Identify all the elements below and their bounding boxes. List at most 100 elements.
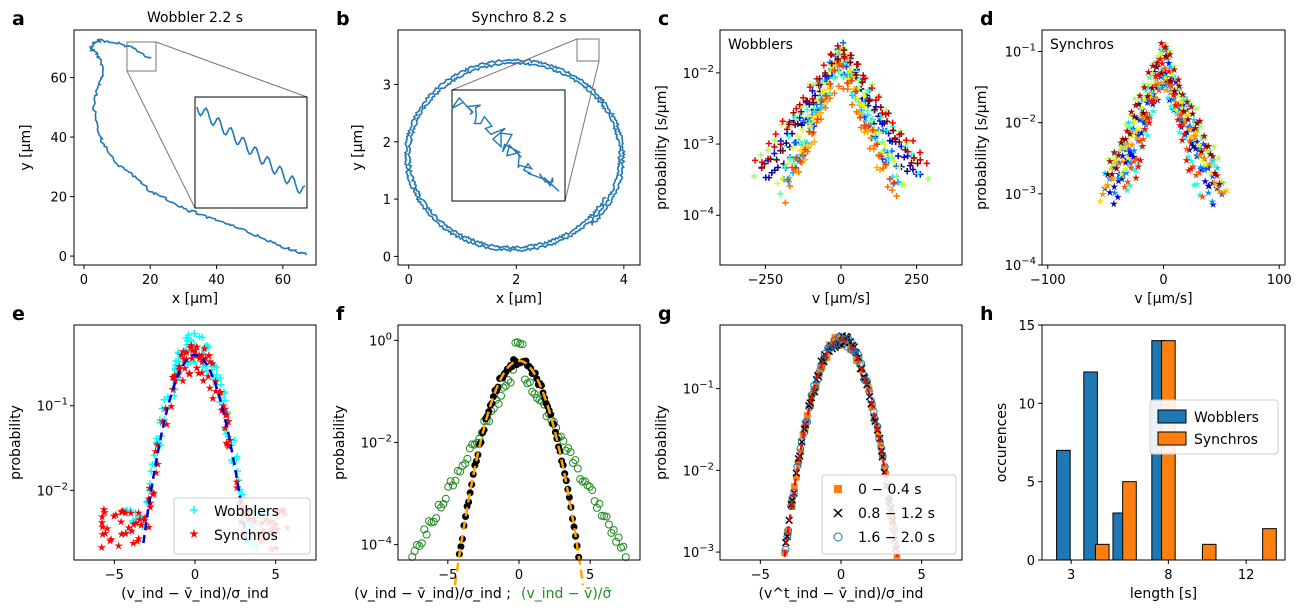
data-point-c-8-5 [801, 138, 808, 145]
data-point-d-14-25 [1213, 171, 1221, 180]
data-point-c-15-22 [903, 137, 910, 144]
data-point-d-5-0 [1101, 169, 1109, 177]
data-point-e-1-96 [126, 508, 136, 517]
data-point-c-13-25 [893, 192, 900, 200]
data-point-d-3-25 [1218, 190, 1226, 198]
data-point-f-green-10 [432, 514, 441, 523]
data-point-e-1-122 [186, 343, 195, 352]
data-point-d-3-7 [1133, 128, 1142, 136]
x-tick-label-a-3: 60 [275, 273, 292, 288]
data-point-c-14-19 [865, 122, 872, 129]
y-tick-label-f-1: 10−2 [361, 434, 392, 452]
data-point-d-7-10 [1149, 59, 1158, 68]
data-point-d-10-13 [1162, 74, 1170, 83]
data-point-d-12-20 [1182, 145, 1191, 153]
data-point-d-15-8 [1139, 109, 1148, 117]
data-point-e-1-49 [211, 377, 220, 386]
data-point-d-15-14 [1166, 76, 1175, 85]
data-point-c-9-0 [750, 172, 758, 180]
data-point-g-0-19 [803, 412, 811, 419]
data-point-f-black-2 [457, 543, 465, 551]
data-point-e-1-94 [111, 510, 121, 519]
data-point-d-8-15 [1170, 62, 1179, 70]
data-point-d-15-10 [1148, 84, 1157, 92]
data-point-e-1-85 [153, 440, 162, 449]
data-point-d-9-6 [1137, 102, 1146, 110]
data-point-e-1-64 [97, 512, 107, 521]
data-point-c-8-3 [791, 160, 799, 167]
data-point-f-green-21 [458, 461, 467, 470]
data-point-c-16-22 [898, 130, 905, 138]
data-point-d-6-8 [1146, 111, 1155, 120]
x-tick-label-d-0: −100 [1030, 273, 1066, 288]
bar-h-1-3 [1201, 543, 1217, 561]
data-point-e-1-104 [170, 371, 179, 380]
data-point-c-4-7 [813, 101, 820, 108]
data-point-c-1-23 [900, 154, 908, 161]
data-point-g-0-21 [808, 392, 815, 400]
zoom-connector-b-2 [564, 60, 600, 202]
data-point-e-1-71 [97, 518, 107, 527]
data-point-c-14-3 [797, 158, 804, 165]
data-point-f-green-37 [497, 391, 506, 400]
data-point-f-green-86 [614, 533, 623, 542]
data-point-c-16-8 [809, 95, 816, 103]
data-point-d-14-12 [1157, 39, 1166, 47]
data-point-d-8-18 [1183, 96, 1192, 104]
x-tick-label-a-2: 40 [208, 273, 225, 288]
trajectory-line-b [403, 57, 626, 253]
data-point-e-1-134 [221, 410, 230, 419]
data-point-d-12-4 [1133, 154, 1141, 163]
data-point-e-1-45 [215, 387, 224, 396]
data-point-c-17-20 [883, 118, 891, 125]
data-point-c-10-21 [881, 141, 888, 148]
data-point-e-1-21 [146, 502, 155, 511]
y-tick-label-f-0: 10−4 [361, 536, 392, 554]
data-point-f-black-5 [462, 513, 470, 521]
data-point-d-8-21 [1196, 122, 1205, 130]
data-point-c-16-2 [771, 143, 778, 151]
data-point-c-7-19 [877, 114, 885, 121]
y-axis-label-f: probability [332, 405, 348, 480]
data-point-d-6-18 [1175, 128, 1184, 136]
data-point-d-13-20 [1176, 121, 1184, 129]
data-point-d-11-21 [1200, 154, 1209, 162]
data-point-c-15-8 [806, 83, 814, 91]
data-point-d-7-12 [1157, 44, 1166, 52]
data-point-d-1-0 [1109, 199, 1118, 208]
data-point-d-10-25 [1222, 186, 1231, 194]
data-point-e-0-123 [212, 363, 220, 371]
data-point-c-12-12 [836, 50, 843, 57]
data-point-e-0-14 [174, 348, 182, 356]
data-point-d-6-23 [1190, 180, 1199, 189]
data-point-g-2-32 [829, 341, 837, 349]
data-point-c-15-24 [916, 149, 924, 156]
data-point-c-17-8 [810, 99, 817, 106]
data-point-d-12-2 [1126, 163, 1135, 172]
legend-marker-e-0 [190, 506, 198, 514]
data-point-c-4-25 [893, 163, 900, 170]
data-point-g-2-26 [817, 362, 825, 371]
data-point-d-2-14 [1164, 59, 1173, 67]
data-point-c-9-1 [757, 151, 765, 159]
data-point-d-14-0 [1106, 157, 1114, 165]
data-point-c-16-12 [834, 42, 842, 50]
data-point-e-1-100 [222, 438, 231, 447]
data-point-e-0-10 [221, 396, 229, 404]
data-point-d-12-13 [1161, 64, 1170, 73]
data-point-d-14-7 [1136, 91, 1144, 100]
data-point-d-13-10 [1154, 71, 1162, 79]
data-point-c-14-6 [810, 129, 817, 136]
data-point-e-1-146 [197, 357, 207, 366]
y-axis-label-c: probability [s/μm] [654, 85, 670, 210]
data-point-c-16-19 [879, 109, 886, 117]
data-point-d-4-13 [1161, 81, 1170, 89]
data-point-d-9-19 [1181, 104, 1190, 112]
data-point-e-1-125 [180, 364, 190, 373]
data-point-d-6-14 [1163, 93, 1172, 102]
data-point-f-black-12 [472, 457, 480, 465]
data-point-e-1-103 [121, 529, 130, 538]
data-point-c-15-2 [765, 140, 773, 147]
zoom-connector-b-1 [451, 38, 578, 91]
data-point-g-0-13 [793, 473, 800, 481]
